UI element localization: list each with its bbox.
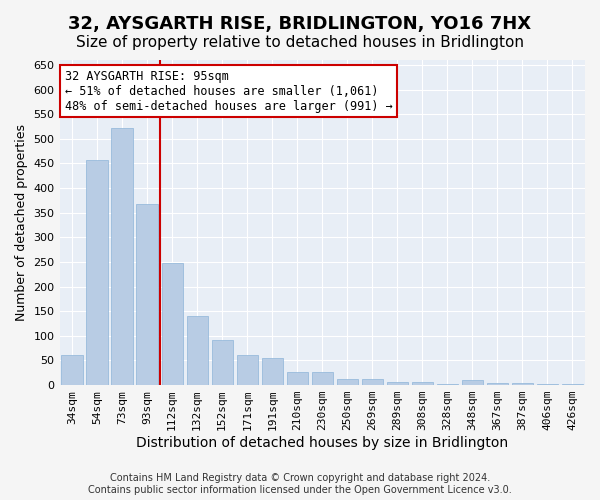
Bar bbox=[136, 204, 158, 385]
Y-axis label: Number of detached properties: Number of detached properties bbox=[15, 124, 28, 321]
Bar bbox=[212, 340, 233, 385]
Text: Contains HM Land Registry data © Crown copyright and database right 2024.
Contai: Contains HM Land Registry data © Crown c… bbox=[88, 474, 512, 495]
Bar bbox=[487, 383, 508, 385]
Bar bbox=[236, 354, 258, 385]
Bar bbox=[311, 372, 333, 385]
X-axis label: Distribution of detached houses by size in Bridlington: Distribution of detached houses by size … bbox=[136, 436, 508, 450]
Text: 32, AYSGARTH RISE, BRIDLINGTON, YO16 7HX: 32, AYSGARTH RISE, BRIDLINGTON, YO16 7HX bbox=[68, 15, 532, 33]
Text: Size of property relative to detached houses in Bridlington: Size of property relative to detached ho… bbox=[76, 35, 524, 50]
Bar bbox=[337, 379, 358, 385]
Bar bbox=[562, 384, 583, 385]
Bar bbox=[262, 358, 283, 385]
Bar bbox=[161, 263, 183, 385]
Text: 32 AYSGARTH RISE: 95sqm
← 51% of detached houses are smaller (1,061)
48% of semi: 32 AYSGARTH RISE: 95sqm ← 51% of detache… bbox=[65, 70, 392, 113]
Bar bbox=[437, 384, 458, 385]
Bar bbox=[362, 379, 383, 385]
Bar bbox=[86, 160, 108, 385]
Bar bbox=[412, 382, 433, 385]
Bar bbox=[537, 384, 558, 385]
Bar bbox=[112, 128, 133, 385]
Bar bbox=[287, 372, 308, 385]
Bar bbox=[61, 354, 83, 385]
Bar bbox=[462, 380, 483, 385]
Bar bbox=[387, 382, 408, 385]
Bar bbox=[512, 382, 533, 385]
Bar bbox=[187, 316, 208, 385]
